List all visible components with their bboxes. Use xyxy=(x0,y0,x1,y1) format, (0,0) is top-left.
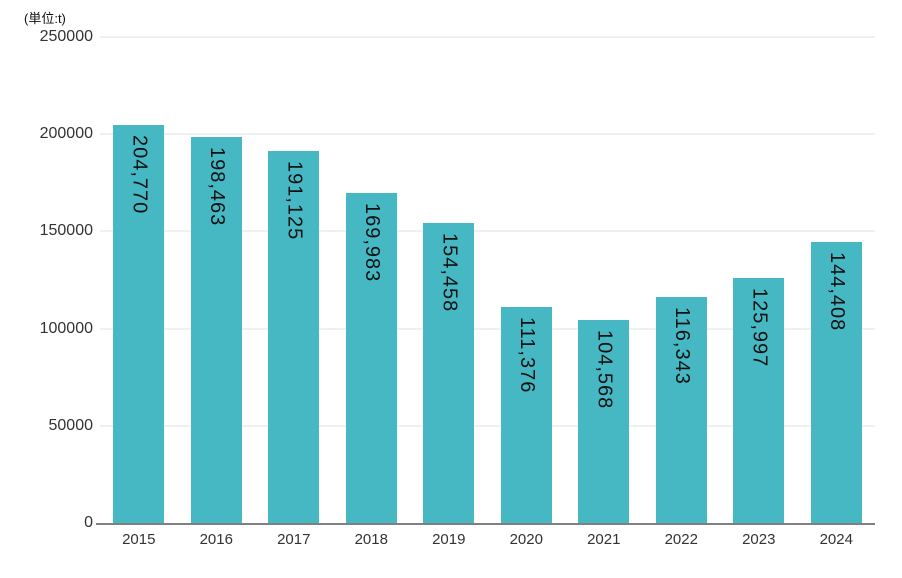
x-tick-label: 2016 xyxy=(199,531,233,548)
y-tick-label: 250000 xyxy=(39,28,93,45)
bar-value-label: 116,343 xyxy=(670,306,693,385)
bar-value-label: 169,983 xyxy=(360,202,383,282)
bar-value-label: 204,770 xyxy=(128,134,151,215)
bar: 111,376 xyxy=(500,306,552,523)
bar: 198,463 xyxy=(190,137,242,523)
gridline xyxy=(100,133,875,136)
bar: 144,408 xyxy=(810,242,862,523)
bar-value-label: 144,408 xyxy=(825,252,848,332)
x-tick-label: 2019 xyxy=(432,531,466,548)
x-tick-label: 2020 xyxy=(509,531,543,548)
x-tick-label: 2018 xyxy=(354,531,388,548)
bar: 104,568 xyxy=(578,319,630,523)
y-tick-label: 150000 xyxy=(39,222,93,240)
bar-value-label: 198,463 xyxy=(205,147,228,227)
x-axis-tick-labels: 2015 2016 2017 2018 2019 2020 2021 2022 2023 2024 xyxy=(100,531,875,551)
y-tick-label: 200000 xyxy=(39,125,93,143)
plot-area: 204,770 198,463 191,125 169,983 154,458 111,3… xyxy=(96,36,875,525)
y-tick-label: 100000 xyxy=(39,319,93,337)
bar: 125,997 xyxy=(733,278,785,523)
x-tick-label: 2022 xyxy=(664,531,698,548)
x-axis-line xyxy=(96,523,875,525)
x-tick-label: 2021 xyxy=(587,531,621,548)
gridline xyxy=(100,230,875,233)
bar: 191,125 xyxy=(268,151,320,523)
gridline xyxy=(100,327,875,330)
bar-value-label: 191,125 xyxy=(283,161,306,241)
bar-value-label: 111,376 xyxy=(515,316,538,393)
y-tick-label: 0 xyxy=(84,514,93,531)
bar-value-label: 125,997 xyxy=(748,288,771,368)
gridline xyxy=(100,424,875,427)
bar: 169,983 xyxy=(345,192,397,523)
x-tick-label: 2024 xyxy=(819,531,853,548)
x-tick-label: 2017 xyxy=(277,531,311,548)
bar: 154,458 xyxy=(423,222,475,523)
x-tick-label: 2023 xyxy=(742,531,776,548)
bar-value-label: 154,458 xyxy=(438,232,461,313)
y-tick-label: 50000 xyxy=(48,416,94,434)
bar-value-label: 104,568 xyxy=(593,329,616,410)
gridline xyxy=(100,36,875,38)
x-tick-label: 2015 xyxy=(122,531,156,548)
bar: 116,343 xyxy=(655,296,707,523)
unit-label: (単位:t) xyxy=(24,11,66,26)
bar: 204,770 xyxy=(113,124,165,523)
